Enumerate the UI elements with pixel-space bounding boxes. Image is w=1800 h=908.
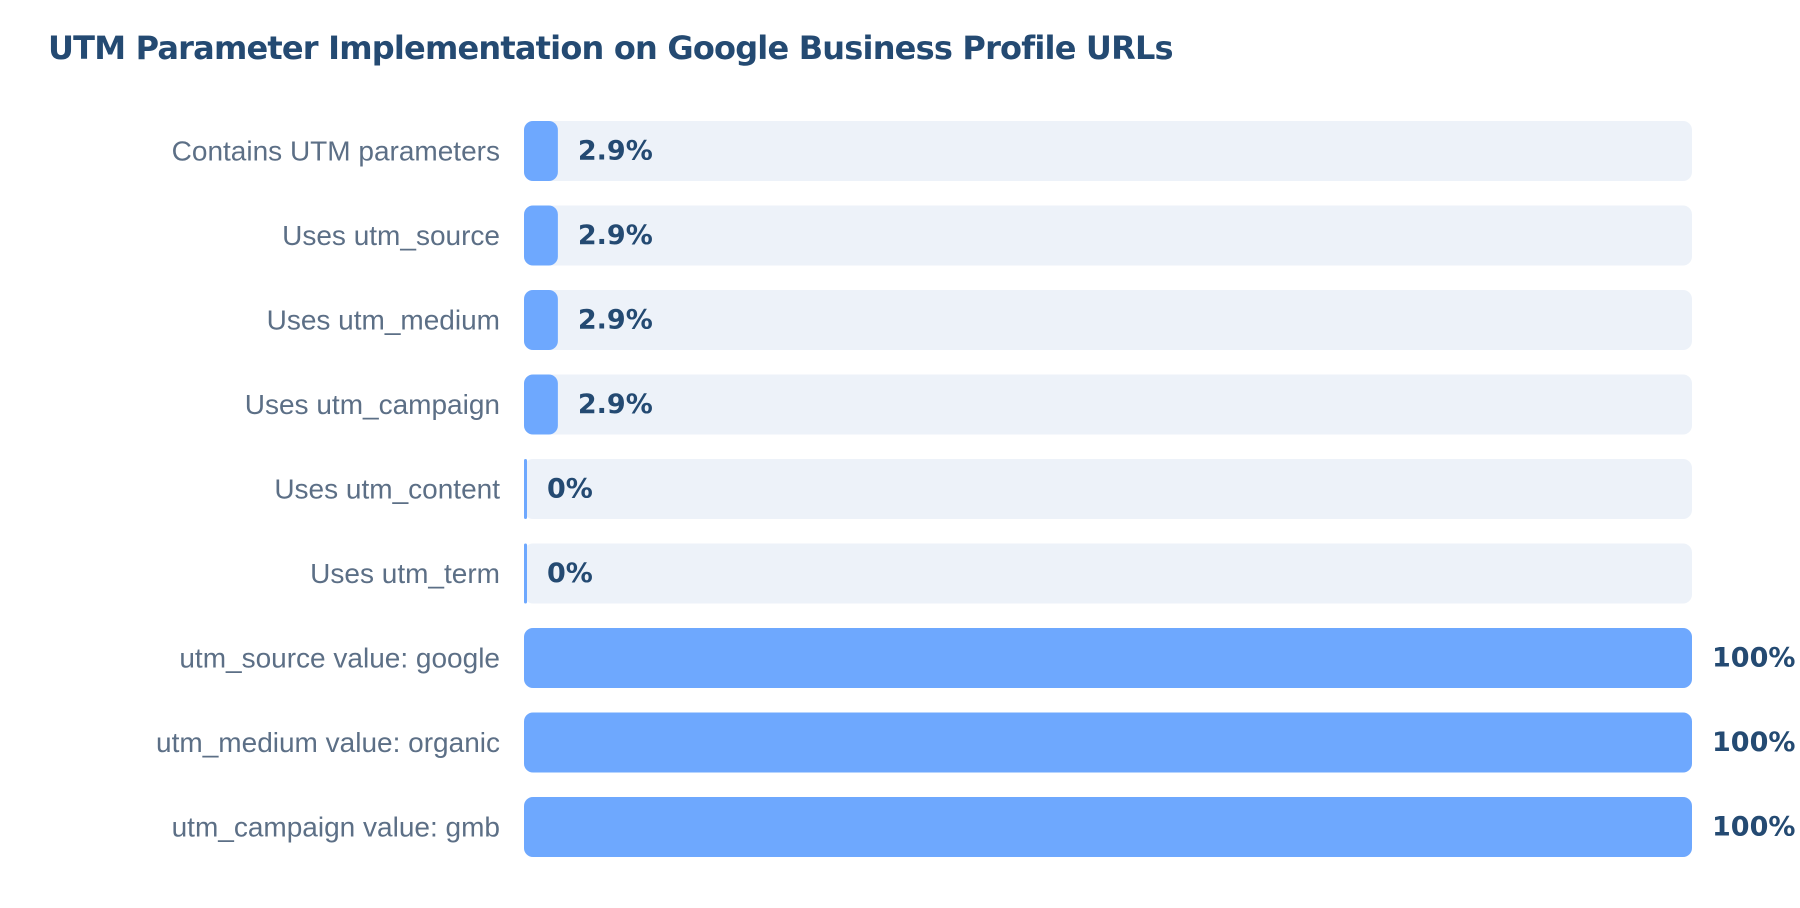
bar-track <box>524 459 1692 519</box>
bar-row: Uses utm_source 2.9% <box>282 205 1692 266</box>
bar-track <box>524 543 1692 604</box>
bar-row: utm_campaign value: gmb 100% <box>172 797 1795 857</box>
category-label: Uses utm_source <box>282 220 500 251</box>
bar <box>524 374 558 435</box>
bar-row: Contains UTM parameters 2.9% <box>172 121 1692 181</box>
value-label: 0% <box>547 474 593 505</box>
bar <box>524 459 527 519</box>
value-label: 0% <box>547 558 593 589</box>
bar-row: Uses utm_content 0% <box>274 459 1692 519</box>
bar-row: utm_medium value: organic 100% <box>156 712 1795 773</box>
bar-track <box>524 290 1692 350</box>
bar-row: Uses utm_medium 2.9% <box>267 290 1692 350</box>
bar <box>524 628 1692 688</box>
value-label: 100% <box>1712 812 1795 843</box>
value-label: 2.9% <box>578 389 653 420</box>
bar <box>524 121 558 181</box>
value-label: 2.9% <box>578 220 653 251</box>
category-label: Uses utm_medium <box>267 305 500 336</box>
category-label: utm_medium value: organic <box>156 727 500 758</box>
category-label: Uses utm_term <box>310 558 500 589</box>
bar <box>524 543 527 604</box>
bar <box>524 712 1692 773</box>
category-label: utm_source value: google <box>179 643 500 674</box>
bar-track <box>524 205 1692 266</box>
bar <box>524 205 558 266</box>
category-label: utm_campaign value: gmb <box>172 812 500 843</box>
value-label: 2.9% <box>578 136 653 167</box>
value-label: 100% <box>1712 643 1795 674</box>
category-label: Uses utm_content <box>274 474 500 505</box>
category-label: Contains UTM parameters <box>172 136 500 167</box>
bar <box>524 797 1692 857</box>
bar-track <box>524 374 1692 435</box>
bar-row: Uses utm_term 0% <box>310 543 1692 604</box>
value-label: 100% <box>1712 727 1795 758</box>
bar <box>524 290 558 350</box>
bar-track <box>524 121 1692 181</box>
bar-row: Uses utm_campaign 2.9% <box>245 374 1692 435</box>
chart-title: UTM Parameter Implementation on Google B… <box>48 29 1174 67</box>
category-label: Uses utm_campaign <box>245 389 500 420</box>
bar-row: utm_source value: google 100% <box>179 628 1795 688</box>
value-label: 2.9% <box>578 305 653 336</box>
